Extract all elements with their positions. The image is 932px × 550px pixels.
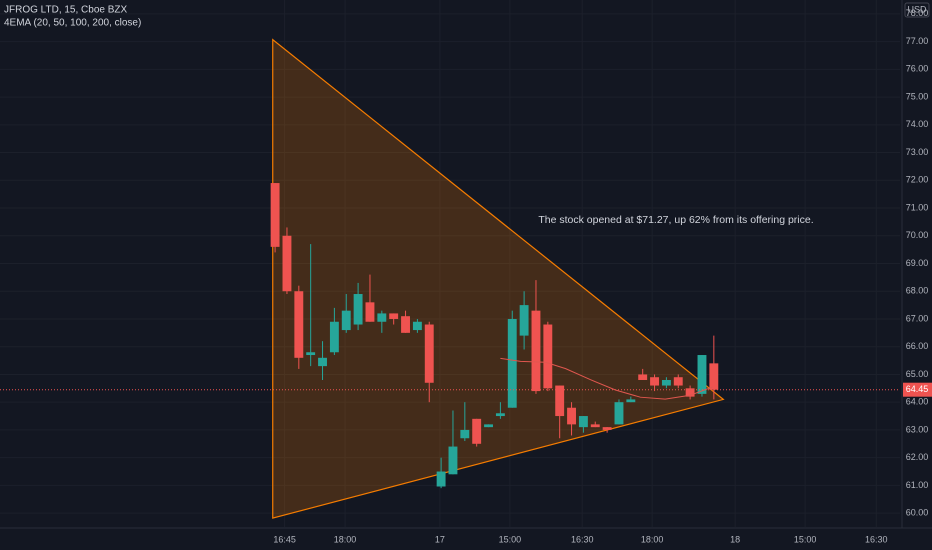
y-tick-label: 69.00 [906, 258, 929, 268]
y-tick-label: 75.00 [906, 91, 929, 101]
x-tick-label: 16:30 [571, 534, 594, 544]
candle-body [472, 418, 482, 444]
y-tick-label: 74.00 [906, 119, 929, 129]
candle-body [460, 429, 470, 439]
candle-body [685, 388, 695, 397]
x-tick-label: 15:00 [794, 534, 817, 544]
y-tick-label: 72.00 [906, 175, 929, 185]
candle-body [448, 446, 458, 475]
candle-body [401, 316, 410, 333]
x-tick-label: 17 [435, 534, 445, 544]
y-tick-label: 64.00 [906, 397, 929, 407]
candle-body [590, 424, 600, 428]
candle-body [697, 355, 707, 394]
ema-line [500, 357, 713, 400]
currency-box[interactable] [904, 2, 930, 18]
candle-body [282, 235, 292, 292]
y-tick-label: 60.00 [906, 508, 929, 518]
y-tick-label: 68.00 [906, 286, 929, 296]
candle-body [294, 291, 304, 358]
candle-body [709, 363, 719, 390]
y-tick-label: 61.00 [906, 480, 929, 490]
last-price-label: 64.45 [906, 384, 929, 394]
chart-title: JFROG LTD, 15, Cboe BZX [4, 5, 128, 16]
candle-body [531, 310, 541, 392]
candle-body [365, 302, 375, 322]
x-tick-label: 18:00 [334, 534, 357, 544]
candle-body [602, 427, 612, 430]
indicator-label: 4EMA (20, 50, 100, 200, close) [4, 18, 141, 29]
y-tick-label: 65.00 [906, 369, 929, 379]
candle-body [543, 324, 553, 389]
last-price-tag [903, 382, 932, 397]
candle-body [555, 385, 565, 417]
candle-body [626, 399, 636, 403]
y-tick-label: 66.00 [906, 341, 929, 351]
candle-body [495, 413, 505, 417]
candle-body [578, 416, 588, 428]
y-tick-label: 78.00 [906, 8, 929, 18]
x-tick-label: 15:00 [499, 534, 522, 544]
candle-body [389, 313, 399, 319]
triangle-drawing [272, 38, 725, 519]
annotation: The stock opened at $71.27, up 62% from … [538, 214, 813, 226]
candle-body [329, 321, 339, 353]
candle-body [673, 377, 683, 386]
y-tick-label: 77.00 [906, 36, 929, 46]
candle-body [436, 471, 446, 487]
y-tick-label: 70.00 [906, 230, 929, 240]
x-tick-label: 18 [730, 534, 740, 544]
candle-body [614, 402, 624, 425]
candle-body [519, 305, 529, 336]
candle-body [484, 424, 493, 428]
candle-body [270, 183, 280, 247]
candle-body [341, 310, 351, 331]
candle-body [507, 318, 517, 408]
x-tick-label: 18:00 [641, 534, 664, 544]
y-tick-label: 62.00 [906, 452, 929, 462]
currency[interactable]: USD [907, 4, 927, 14]
candle-body [650, 377, 659, 386]
y-tick-label: 63.00 [906, 424, 929, 434]
candle-body [412, 321, 422, 331]
x-tick-label: 16:30 [865, 534, 888, 544]
candle-body [318, 357, 327, 367]
y-tick-label: 76.00 [906, 64, 929, 74]
candle-body [353, 294, 363, 325]
y-tick-label: 73.00 [906, 147, 929, 157]
y-tick-label: 71.00 [906, 202, 929, 212]
candle-body [306, 352, 316, 356]
y-tick-label: 67.00 [906, 313, 929, 323]
candle-body [424, 324, 434, 383]
candle-body [567, 407, 576, 425]
x-tick-label: 16:45 [273, 534, 296, 544]
candle-body [377, 313, 387, 322]
candle-body [661, 379, 671, 386]
candle-body [638, 374, 648, 380]
